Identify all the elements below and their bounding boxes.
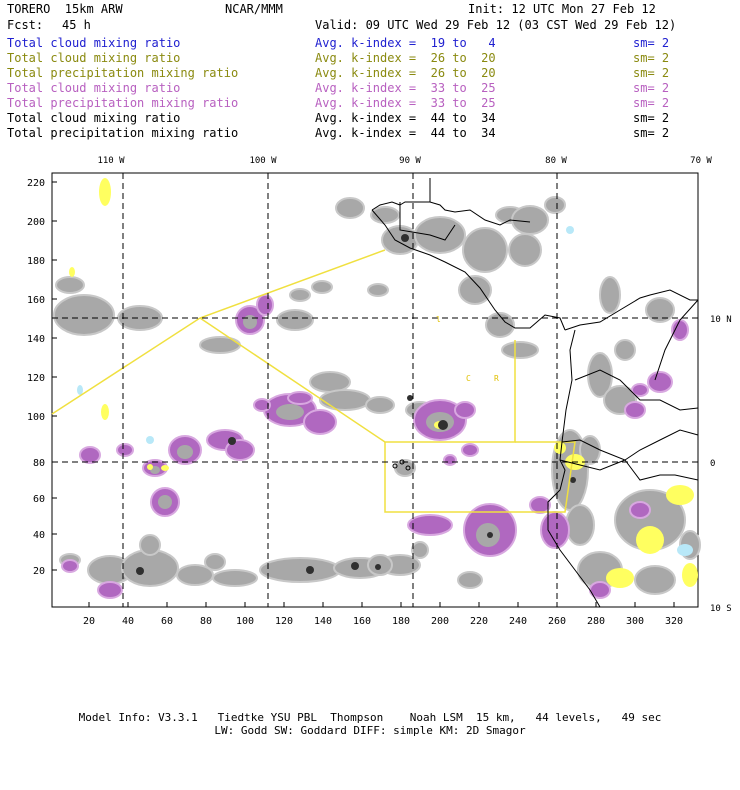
y-tick-label: 180 [27, 256, 45, 267]
x-tick-label: 260 [548, 616, 566, 627]
model-info: Model Info: V3.3.1 Tiedtke YSU PBL Thomp… [78, 711, 662, 724]
x-tick-label: 160 [353, 616, 371, 627]
legend-row: Total precipitation mixing ratio Avg. k-… [7, 126, 727, 141]
legend-row: Total precipitation mixing ratio Avg. k-… [7, 66, 727, 81]
y-tick-label: 60 [33, 494, 45, 505]
y-tick-label: 80 [33, 458, 45, 469]
legend-row: Total cloud mixing ratio Avg. k-index = … [7, 111, 727, 126]
x-tick-label: 220 [470, 616, 488, 627]
point-label: C [466, 374, 471, 383]
x-ticks [88, 602, 675, 607]
y-axis: 20 40 60 80 100 120 140 160 180 200 220 [27, 178, 45, 577]
legend-kindex: Avg. k-index = 26 to 20 [315, 66, 496, 80]
legend-field: Total precipitation mixing ratio [7, 96, 239, 110]
y-tick-label: 100 [27, 412, 45, 423]
init-time: Init: 12 UTC Mon 27 Feb 12 [468, 2, 656, 16]
y-tick-label: 40 [33, 530, 45, 541]
y-tick-label: 220 [27, 178, 45, 189]
legend-field: Total cloud mixing ratio [7, 111, 181, 125]
legend-sm: sm= 2 [633, 81, 670, 95]
fcst-hours: 45 h [62, 18, 91, 32]
fcst-label: Fcst: [7, 18, 44, 32]
legend-sm: sm= 2 [633, 36, 670, 50]
cloud-dark [136, 234, 576, 575]
y-tick-label: 140 [27, 334, 45, 345]
y-tick-label: 200 [27, 217, 45, 228]
legend-kindex: Avg. k-index = 19 to 4 [315, 36, 496, 50]
lat-label: 10 N [710, 315, 732, 325]
map-layers: C R l [51, 173, 701, 608]
legend-field: Total precipitation mixing ratio [7, 66, 239, 80]
x-tick-label: 280 [587, 616, 605, 627]
x-tick-label: 120 [275, 616, 293, 627]
legend-kindex: Avg. k-index = 44 to 34 [315, 126, 496, 140]
legend-field: Total cloud mixing ratio [7, 36, 181, 50]
legend-row: Total precipitation mixing ratio Avg. k-… [7, 96, 727, 111]
physics-info: LW: Godd SW: Goddard DIFF: simple KM: 2D… [214, 724, 526, 737]
x-tick-label: 60 [161, 616, 173, 627]
lat-label: 0 [710, 459, 715, 469]
model-title: TORERO 15km ARW [7, 2, 123, 16]
y-tick-label: 20 [33, 566, 45, 577]
x-tick-label: 80 [200, 616, 212, 627]
x-tick-label: 180 [392, 616, 410, 627]
x-tick-label: 20 [83, 616, 95, 627]
legend-row: Total cloud mixing ratio Avg. k-index = … [7, 51, 727, 66]
point-label: R [494, 374, 499, 383]
lon-label: 70 W [690, 156, 712, 166]
legend-sm: sm= 2 [633, 51, 670, 65]
point-marker: l [436, 315, 441, 324]
map-figure: 110 W 100 W 90 W 80 W 70 W [27, 156, 732, 627]
legend-row: Total cloud mixing ratio Avg. k-index = … [7, 36, 727, 51]
coastlines [371, 178, 699, 608]
x-tick-label: 300 [626, 616, 644, 627]
lon-label: 80 W [545, 156, 567, 166]
legend-kindex: Avg. k-index = 44 to 34 [315, 111, 496, 125]
x-tick-label: 200 [431, 616, 449, 627]
legend-sm: sm= 2 [633, 126, 670, 140]
legend-field: Total cloud mixing ratio [7, 81, 181, 95]
cloud-lightblue [77, 226, 693, 556]
legend-row: Total cloud mixing ratio Avg. k-index = … [7, 81, 727, 96]
x-tick-label: 140 [314, 616, 332, 627]
x-tick-label: 100 [236, 616, 254, 627]
graticule [52, 173, 698, 607]
domain-boundary [51, 249, 576, 513]
x-tick-label: 320 [665, 616, 683, 627]
y-tick-label: 120 [27, 373, 45, 384]
lon-label: 100 W [249, 156, 277, 166]
org-label: NCAR/MMM [225, 2, 283, 16]
lon-label: 90 W [399, 156, 421, 166]
valid-time: Valid: 09 UTC Wed 29 Feb 12 (03 CST Wed … [315, 18, 677, 32]
legend-kindex: Avg. k-index = 33 to 25 [315, 81, 496, 95]
x-tick-label: 40 [122, 616, 134, 627]
legend-sm: sm= 2 [633, 66, 670, 80]
legend-field: Total cloud mixing ratio [7, 51, 181, 65]
lat-label: 10 S [710, 604, 732, 614]
legend-sm: sm= 2 [633, 96, 670, 110]
y-tick-label: 160 [27, 295, 45, 306]
lon-label: 110 W [97, 156, 125, 166]
legend-kindex: Avg. k-index = 33 to 25 [315, 96, 496, 110]
x-tick-label: 240 [509, 616, 527, 627]
x-axis: 20 40 60 80 100 120 140 160 180 200 220 … [83, 616, 683, 627]
legend-sm: sm= 2 [633, 111, 670, 125]
legend-field: Total precipitation mixing ratio [7, 126, 239, 140]
y-ticks [52, 181, 57, 571]
legend-kindex: Avg. k-index = 26 to 20 [315, 51, 496, 65]
